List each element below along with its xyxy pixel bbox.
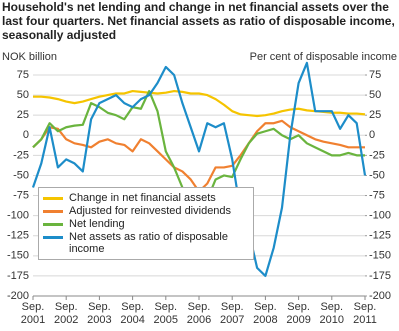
x-tick-label-part: 2011 <box>353 314 377 326</box>
y-tick-label: 75 <box>17 69 29 81</box>
y-tick-label: -175 <box>7 270 29 282</box>
y-tick-label: -75 <box>13 189 29 201</box>
x-tick-label: Sep. 2006 <box>187 301 211 326</box>
x-tick-label: Sep. 2004 <box>120 301 144 326</box>
x-tick-label-part: 2005 <box>154 314 178 326</box>
y-tick-label: 0 <box>23 129 29 141</box>
x-tick-label-part: 2006 <box>187 314 211 326</box>
x-tick-label-part: 2003 <box>87 314 111 326</box>
x-tick-label: Sep. 2011 <box>353 301 377 326</box>
y2-tick-label: -75 <box>369 189 385 201</box>
series-line <box>31 61 367 278</box>
x-tick-label: Sep. 2009 <box>286 301 310 326</box>
y2-tick-label: 25 <box>369 109 381 121</box>
x-tick-label: Sep. 2007 <box>220 301 244 326</box>
legend-label: Change in net financial assets <box>69 192 216 204</box>
x-tick-label: Sep. 2001 <box>21 301 45 326</box>
x-tick-label-part: 2008 <box>253 314 277 326</box>
y-tick-label: -25 <box>13 149 29 161</box>
y2-tick-label: -100 <box>369 210 391 222</box>
x-tick-label: Sep. 2008 <box>253 301 277 326</box>
x-tick-label-part: Sep. <box>354 301 377 313</box>
x-tick-label-part: Sep. <box>320 301 343 313</box>
legend: Change in net financial assets Adjusted f… <box>38 187 254 260</box>
y2-tick-label: -150 <box>369 250 391 262</box>
legend-item: Net lending <box>43 218 249 230</box>
x-tick-label-part: 2004 <box>120 314 144 326</box>
y2-tick-label: -50 <box>369 169 385 181</box>
y2-tick-label: -175 <box>369 270 391 282</box>
x-tick-label-part: 2010 <box>320 314 344 326</box>
y-tick-label: -125 <box>7 230 29 242</box>
legend-item: Adjusted for reinvested dividends <box>43 205 249 217</box>
y2-tick-label: -125 <box>369 230 391 242</box>
legend-item: Net assets as ratio of disposable income <box>43 231 249 255</box>
y2-tick-label: -200 <box>369 290 391 302</box>
x-tick-label-part: Sep. <box>121 301 144 313</box>
x-tick-label-part: Sep. <box>22 301 45 313</box>
x-tick-label: Sep. 2010 <box>320 301 344 326</box>
x-tick-label-part: Sep. <box>55 301 78 313</box>
legend-swatch <box>43 236 63 239</box>
y2-axis-label: Per cent of disposable income <box>250 51 397 63</box>
y2-tick-label: 0 <box>369 129 375 141</box>
series-line <box>32 119 365 193</box>
y-tick-label: -50 <box>13 169 29 181</box>
y-tick-label: -200 <box>7 290 29 302</box>
x-tick-label-part: 2007 <box>220 314 244 326</box>
x-tick-label: Sep. 2005 <box>154 301 178 326</box>
series-line <box>33 89 366 118</box>
legend-label: Net assets as ratio of disposable income <box>69 231 228 255</box>
x-tick-label-part: 2002 <box>54 314 78 326</box>
x-tick-label-part: Sep. <box>188 301 211 313</box>
chart-title: Household's net lending and change in ne… <box>2 0 395 42</box>
y-tick-label: -100 <box>7 210 29 222</box>
legend-label: Net lending <box>69 218 125 230</box>
x-tick-label: Sep. 2003 <box>87 301 111 326</box>
y-axis-label: NOK billion <box>2 51 57 63</box>
x-tick-label-part: Sep. <box>154 301 177 313</box>
y2-tick-label: 50 <box>369 89 381 101</box>
x-tick-label-part: Sep. <box>287 301 310 313</box>
x-tick-label: Sep. 2002 <box>54 301 78 326</box>
x-tick-label-part: Sep. <box>88 301 111 313</box>
y2-tick-label: 75 <box>369 69 381 81</box>
x-tick-label-part: Sep. <box>221 301 244 313</box>
y2-tick-label: -25 <box>369 149 385 161</box>
x-tick-label-part: 2009 <box>286 314 310 326</box>
legend-swatch <box>43 210 63 213</box>
y-tick-label: 50 <box>17 89 29 101</box>
x-tick-label-part: Sep. <box>254 301 277 313</box>
legend-swatch <box>43 223 63 226</box>
y-tick-label: 25 <box>17 109 29 121</box>
legend-swatch <box>43 197 63 200</box>
y-tick-label: -150 <box>7 250 29 262</box>
x-tick-label-part: 2001 <box>21 314 45 326</box>
legend-label: Adjusted for reinvested dividends <box>69 205 232 217</box>
legend-item: Change in net financial assets <box>43 192 249 204</box>
